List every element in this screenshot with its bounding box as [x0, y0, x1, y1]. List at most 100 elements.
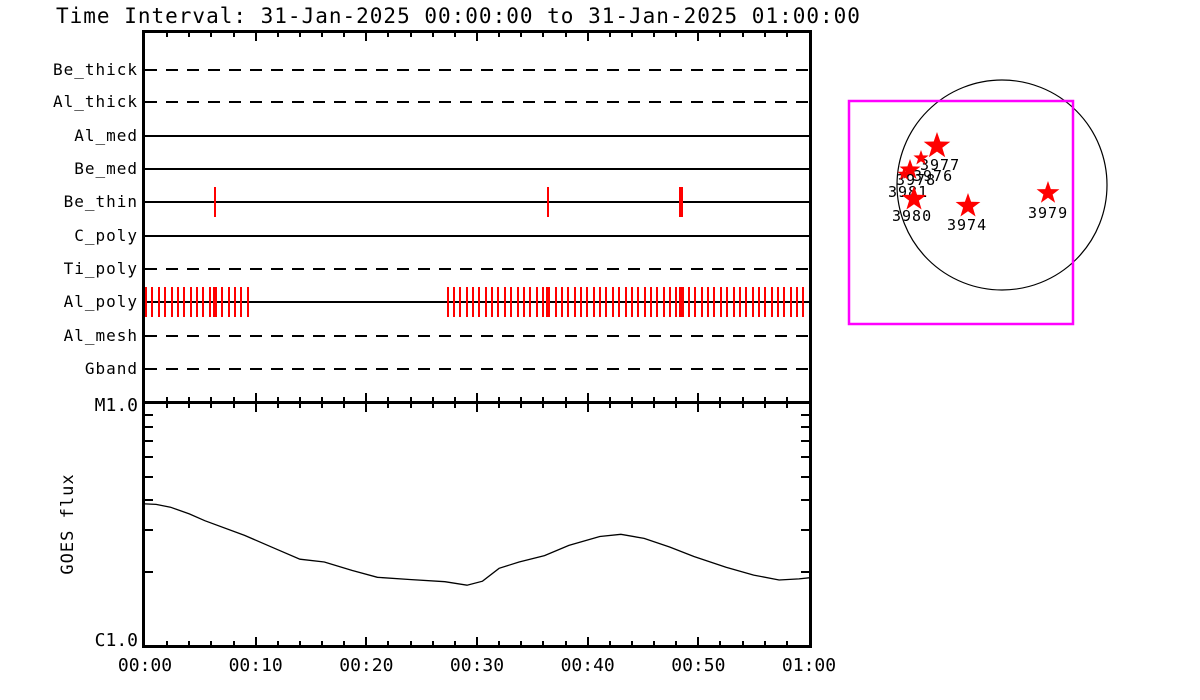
al-poly-exposure-tick	[503, 287, 506, 317]
al-poly-exposure-tick	[453, 287, 456, 317]
be-thin-exposure-tick	[546, 187, 549, 217]
active-region-star-3976	[913, 150, 929, 165]
al-poly-exposure-tick	[637, 287, 640, 317]
filter-row-line-al_mesh	[145, 335, 809, 337]
al-poly-exposure-tick	[157, 287, 160, 317]
al-poly-exposure-tick	[170, 287, 173, 317]
time-axis-tick	[719, 641, 722, 645]
al-poly-exposure-tick	[484, 287, 487, 317]
al-poly-exposure-tick	[649, 287, 652, 317]
time-axis-tick	[520, 641, 523, 645]
time-axis-tick	[498, 33, 501, 37]
time-tick-label: 00:00	[117, 655, 173, 676]
goes-flux-minor-tick	[145, 529, 153, 531]
time-axis-tick	[166, 397, 169, 401]
al-poly-exposure-tick	[240, 287, 243, 317]
time-axis-tick	[630, 33, 633, 37]
time-axis-tick	[675, 33, 678, 37]
time-axis-tick	[542, 404, 545, 408]
time-axis-tick	[431, 404, 434, 408]
time-axis-tick	[785, 404, 788, 408]
time-axis-tick	[254, 393, 257, 401]
time-axis-tick	[675, 641, 678, 645]
time-axis-tick	[210, 33, 213, 37]
be-thin-exposure-tick	[213, 187, 216, 217]
al-poly-exposure-tick	[656, 287, 659, 317]
filter-row-line-be_thick	[145, 69, 809, 71]
time-axis-tick	[498, 404, 501, 408]
al-poly-exposure-tick-emphasis	[678, 287, 683, 317]
time-axis-tick	[365, 404, 368, 412]
al-poly-exposure-tick	[491, 287, 494, 317]
al-poly-exposure-tick	[675, 287, 678, 317]
time-axis-tick	[564, 404, 567, 408]
al-poly-exposure-tick	[446, 287, 449, 317]
time-tick-label: 00:30	[449, 655, 505, 676]
al-poly-exposure-tick	[195, 287, 198, 317]
goes-flux-minor-tick	[145, 571, 153, 574]
time-axis-tick	[409, 33, 412, 37]
goes-flux-panel	[142, 401, 812, 648]
time-axis-tick	[321, 33, 324, 37]
time-axis-tick	[630, 397, 633, 401]
al-poly-exposure-tick	[624, 287, 627, 317]
al-poly-exposure-tick	[176, 287, 179, 317]
time-axis-tick	[232, 404, 235, 408]
al-poly-exposure-tick	[535, 287, 538, 317]
time-axis-tick	[343, 33, 346, 37]
al-poly-exposure-tick	[529, 287, 532, 317]
al-poly-exposure-tick	[802, 287, 805, 317]
time-axis-tick	[365, 393, 368, 401]
time-tick-label: 01:00	[781, 655, 837, 676]
time-axis-tick	[608, 397, 611, 401]
time-axis-tick	[321, 397, 324, 401]
time-axis-tick	[741, 404, 744, 408]
goes-flux-minor-tick	[145, 456, 153, 459]
time-axis-tick	[431, 397, 434, 401]
time-axis-tick	[188, 641, 191, 645]
time-axis-tick	[630, 641, 633, 645]
filter-row-label-be_thin: Be_thin	[63, 192, 138, 211]
time-axis-tick	[653, 397, 656, 401]
time-axis-tick	[586, 404, 589, 412]
al-poly-exposure-tick	[738, 287, 741, 317]
time-axis-tick	[763, 397, 766, 401]
time-axis-tick	[520, 404, 523, 408]
time-tick-label: 00:40	[560, 655, 615, 676]
time-axis-tick	[343, 641, 346, 645]
time-axis-tick	[210, 397, 213, 401]
time-axis-tick	[166, 641, 169, 645]
filter-row-line-gband	[145, 368, 809, 370]
time-axis-tick	[298, 33, 301, 37]
active-region-star-3977	[923, 132, 951, 158]
al-poly-exposure-tick	[662, 287, 665, 317]
time-axis-tick	[387, 397, 390, 401]
time-axis-tick	[232, 397, 235, 401]
goes-flux-minor-tick	[145, 414, 153, 417]
filter-row-label-al_poly: Al_poly	[63, 292, 138, 311]
solar-disk	[896, 79, 1108, 291]
time-axis-tick	[608, 641, 611, 645]
goes-flux-curve	[145, 503, 809, 586]
time-axis-tick	[476, 404, 478, 412]
al-poly-exposure-tick	[796, 287, 799, 317]
time-axis-tick	[653, 404, 656, 408]
active-region-star-3980	[901, 186, 927, 210]
time-axis-tick	[365, 33, 368, 41]
al-poly-exposure-tick	[713, 287, 716, 317]
time-axis-tick	[453, 33, 456, 37]
time-axis-tick	[453, 404, 456, 408]
time-axis-tick	[276, 404, 279, 408]
time-axis-tick	[697, 404, 700, 412]
al-poly-exposure-tick	[208, 287, 211, 317]
time-axis-tick	[763, 404, 766, 408]
al-poly-exposure-tick	[541, 287, 544, 317]
time-axis-tick	[785, 641, 788, 645]
time-axis-tick	[387, 404, 390, 408]
time-axis-tick	[188, 33, 191, 37]
al-poly-exposure-tick	[757, 287, 760, 317]
goes-flux-minor-tick	[801, 426, 809, 429]
al-poly-exposure-tick	[726, 287, 729, 317]
time-axis-tick	[232, 641, 235, 645]
